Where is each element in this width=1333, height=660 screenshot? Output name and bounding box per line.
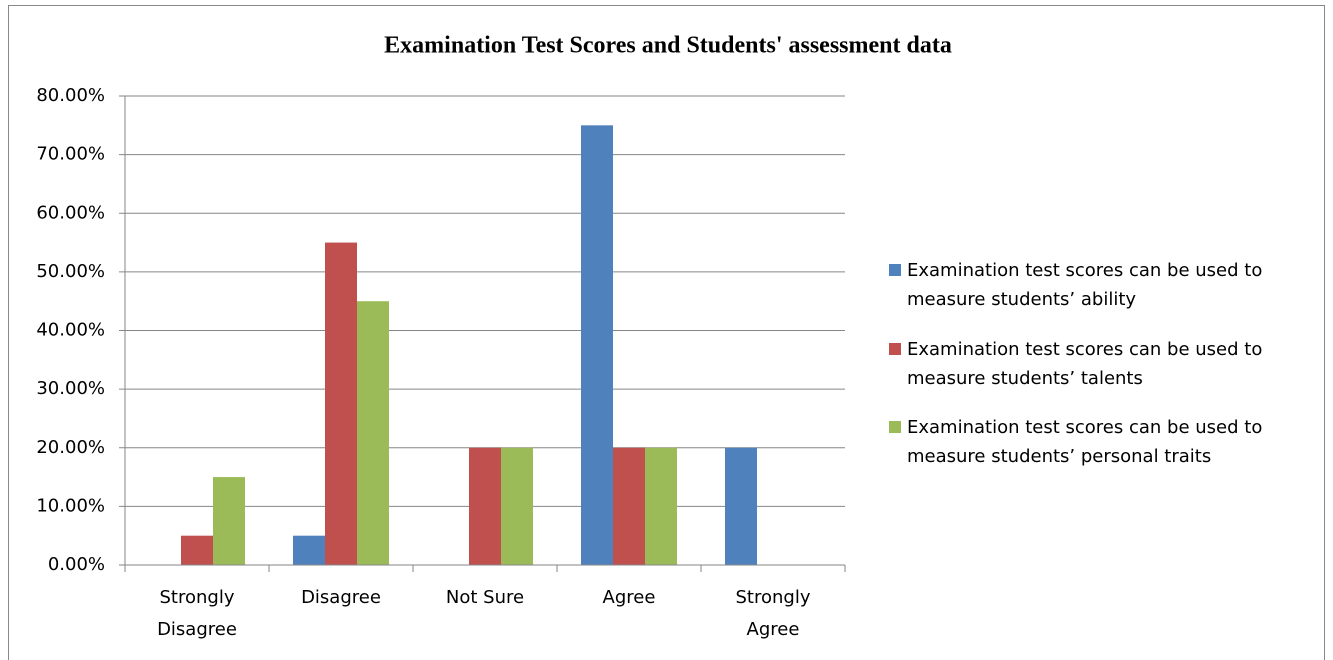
x-tick-label: Strongly Agree <box>735 587 811 640</box>
chart-title: Examination Test Scores and Students' as… <box>384 33 952 59</box>
bar <box>501 447 533 565</box>
bar <box>293 535 325 565</box>
y-tick-label: 30.00% <box>36 378 105 399</box>
y-tick-label: 20.00% <box>36 437 105 458</box>
legend-swatch <box>889 421 901 433</box>
bar <box>725 447 757 565</box>
x-tick-label: Strongly Disagree <box>157 587 237 640</box>
bar <box>181 535 213 565</box>
legend-label: Examination test scores can be used to m… <box>907 417 1263 467</box>
bar <box>613 447 645 565</box>
y-tick-label: 0.00% <box>48 554 105 575</box>
legend-label: Examination test scores can be used to m… <box>907 260 1263 310</box>
bar <box>645 447 677 565</box>
bar <box>581 125 613 565</box>
bar <box>469 447 501 565</box>
y-tick-label: 60.00% <box>36 202 105 223</box>
y-tick-label: 80.00% <box>36 85 105 106</box>
legend-swatch <box>889 342 901 355</box>
y-tick-label: 70.00% <box>36 144 105 165</box>
legend-swatch <box>889 264 901 276</box>
bar <box>357 301 389 565</box>
bar <box>213 477 245 565</box>
x-tick-label: Agree <box>602 587 656 608</box>
y-tick-label: 40.00% <box>36 320 105 341</box>
y-tick-label: 50.00% <box>36 261 105 282</box>
legend-label: Examination test scores can be used to m… <box>907 338 1263 389</box>
x-tick-label: Not Sure <box>445 587 525 608</box>
bar <box>325 242 357 565</box>
x-tick-label: Disagree <box>301 587 381 608</box>
y-tick-label: 10.00% <box>36 495 105 516</box>
